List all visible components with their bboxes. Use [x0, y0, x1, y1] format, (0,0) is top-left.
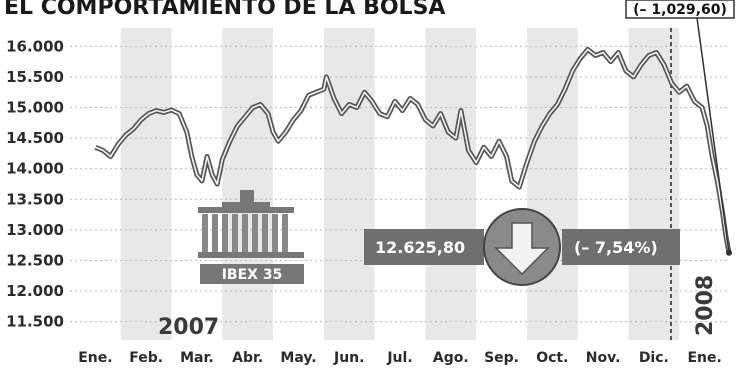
building-icon	[198, 190, 304, 258]
y-tick-label: 15.500	[6, 68, 64, 86]
y-tick-label: 14.000	[6, 160, 64, 178]
logo-label: IBEX 35	[222, 267, 283, 283]
y-tick-label: 11.500	[6, 313, 64, 331]
y-tick-label: 13.000	[6, 221, 64, 239]
x-tick-label: Dic.	[639, 350, 669, 366]
y-tick-label: 13.500	[6, 190, 64, 208]
change-box	[562, 229, 680, 265]
year-label-2008: 2008	[693, 275, 718, 336]
series-line	[94, 46, 732, 256]
x-tick-label: Nov.	[586, 350, 621, 366]
x-tick-label: Oct.	[536, 350, 568, 366]
series-line-inner	[95, 48, 730, 253]
month-bands	[120, 28, 680, 340]
ibex-logo: IBEX 35	[198, 190, 304, 284]
y-tick-label: 16.000	[6, 37, 64, 55]
x-tick-label: Ene.	[687, 350, 721, 366]
month-band	[222, 28, 274, 340]
y-tick-label: 15.000	[6, 99, 64, 117]
month-band	[323, 28, 375, 340]
x-tick-label: Sep.	[484, 350, 519, 366]
callout-text: (– 1,029,60)	[633, 2, 727, 18]
y-tick-label: 12.000	[6, 282, 64, 300]
percent-change: (– 7,54%)	[574, 238, 658, 257]
callout-leader	[696, 17, 730, 253]
y-tick-label: 14.500	[6, 129, 64, 147]
year-label-2007: 2007	[158, 315, 219, 340]
value-box	[364, 229, 484, 265]
x-tick-label: Ene.	[78, 350, 112, 366]
x-tick-label: Ago.	[433, 350, 469, 366]
x-axis: Ene. Feb. Mar. Abr. May. Jun. Jul. Ago. Sep. Oct.…	[78, 350, 722, 366]
logo-plate	[200, 264, 304, 284]
month-band	[120, 28, 172, 340]
x-tick-label: Abr.	[232, 350, 263, 366]
y-tick-label: 12.500	[6, 251, 64, 269]
x-tick-label: Mar.	[180, 350, 214, 366]
x-tick-label: May.	[280, 350, 316, 366]
x-tick-label: Feb.	[129, 350, 163, 366]
month-band	[425, 28, 477, 340]
x-tick-label: Jun.	[333, 350, 364, 366]
last-value: 12.625,80	[375, 238, 465, 257]
x-tick-label: Jul.	[386, 350, 412, 366]
callout-box	[625, 0, 735, 19]
chart-title: EL COMPORTAMIENTO DE LA BOLSA	[4, 0, 445, 20]
down-arrow-icon	[494, 222, 550, 276]
